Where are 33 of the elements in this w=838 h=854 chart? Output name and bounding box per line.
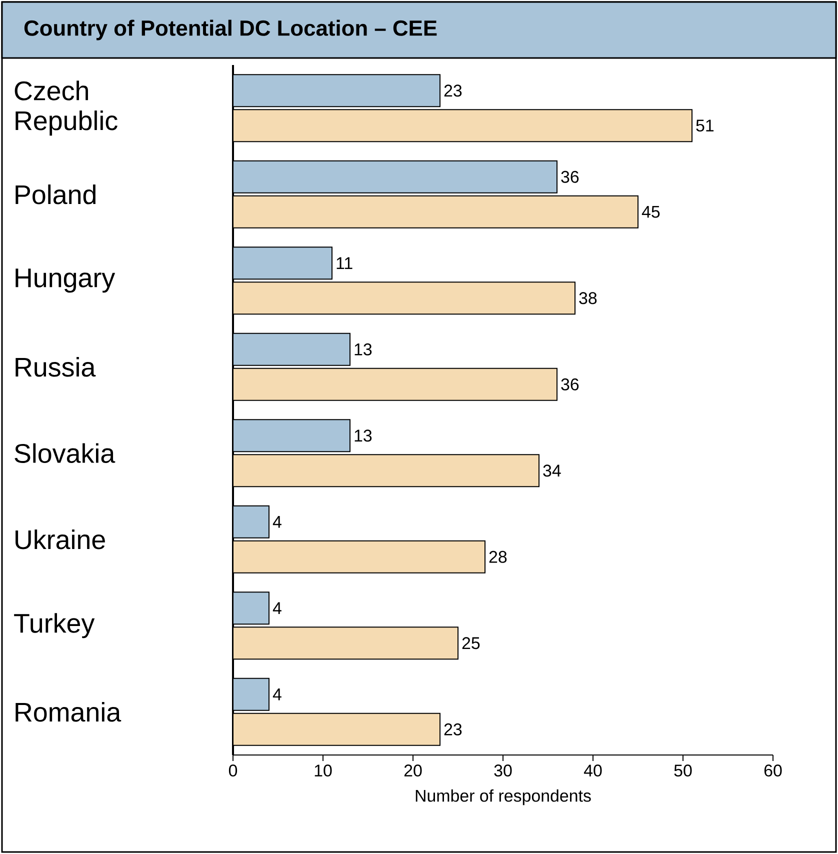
data-label: 38 [579,292,597,304]
data-label: 45 [642,206,660,218]
x-tick-label: 50 [674,764,692,777]
y-tick-label: Poland [16,184,96,204]
x-tick-label: 30 [494,764,512,777]
y-tick-label: Slovakia [14,443,116,464]
x-tick-label: 40 [584,764,602,777]
data-label: 36 [561,170,579,183]
chart-title: Country of Potential DC Location – CEE [24,20,437,40]
data-label: 13 [354,430,372,442]
y-tick-label: Ukraine [16,529,105,550]
y-tick-label: Turkey [14,613,95,638]
y-tick-label: Czech Republic [14,80,118,136]
x-axis-title: Number of respondents [416,789,591,806]
y-tick-label: Romania [16,702,122,722]
data-label: 25 [462,637,480,650]
data-label: 36 [561,378,579,390]
x-tick-label: 20 [404,764,422,777]
data-label: 11 [336,257,352,269]
data-label: 51 [696,120,714,132]
x-tick-label: 10 [314,764,332,777]
y-tick-label: Russia [16,356,96,377]
x-tick-label: 60 [764,764,782,777]
data-label: 4 [272,688,282,700]
data-label: 23 [444,84,462,97]
data-label: 4 [272,516,282,528]
data-label: 28 [489,550,507,563]
y-tick-label: Hungary [16,268,116,293]
data-label: 34 [543,464,561,477]
x-tick-label: 0 [228,764,238,777]
data-label: 4 [272,602,282,614]
data-label: 13 [354,343,372,356]
data-label: 23 [444,723,462,736]
